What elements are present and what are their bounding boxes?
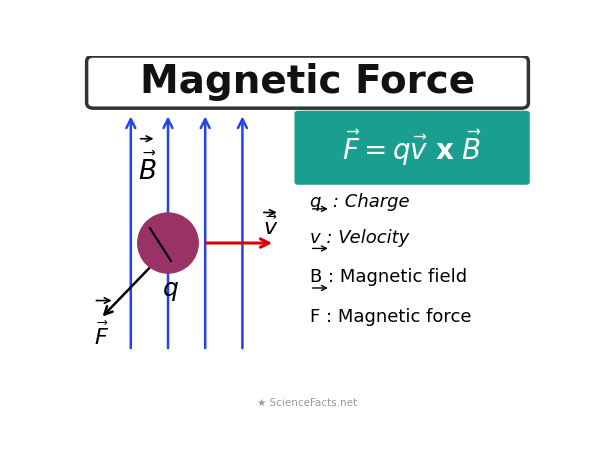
Text: q: q xyxy=(163,277,178,301)
Text: $\vec{F}$: $\vec{F}$ xyxy=(94,322,109,349)
Text: v : Velocity: v : Velocity xyxy=(310,229,409,247)
Text: B : Magnetic field: B : Magnetic field xyxy=(310,268,467,286)
FancyBboxPatch shape xyxy=(295,111,530,185)
Ellipse shape xyxy=(138,213,198,273)
Text: q  : Charge: q : Charge xyxy=(310,193,409,211)
Text: ★ ScienceFacts.net: ★ ScienceFacts.net xyxy=(257,398,358,408)
Text: F : Magnetic force: F : Magnetic force xyxy=(310,308,472,326)
Text: $\vec{v}$: $\vec{v}$ xyxy=(263,216,279,239)
Text: $\vec{B}$: $\vec{B}$ xyxy=(138,153,157,185)
Text: $\vec{F}$$= q\vec{v}\ \mathbf{x}\ \vec{B}$: $\vec{F}$$= q\vec{v}\ \mathbf{x}\ \vec{B… xyxy=(342,127,482,168)
Text: Magnetic Force: Magnetic Force xyxy=(140,63,475,101)
FancyBboxPatch shape xyxy=(86,56,529,108)
